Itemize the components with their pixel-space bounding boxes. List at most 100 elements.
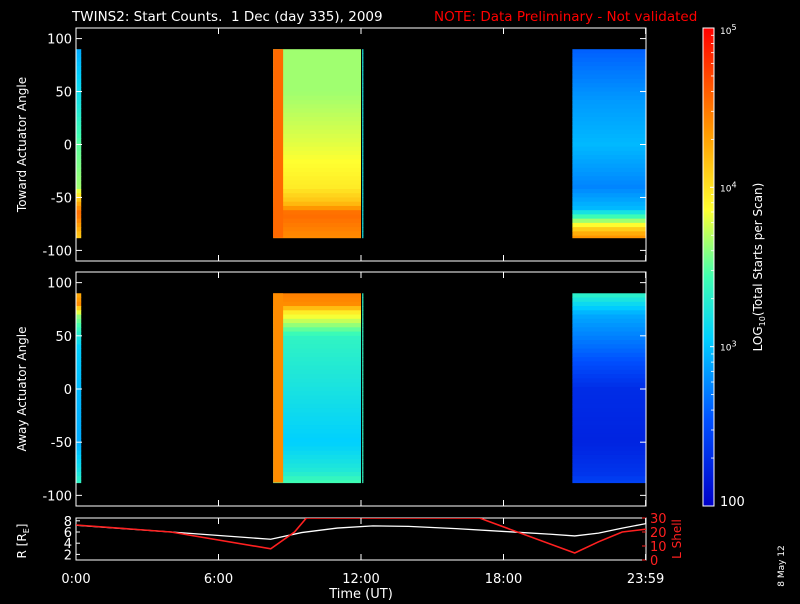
toward-heat-cell xyxy=(362,214,364,220)
away-heat-cell xyxy=(273,327,361,333)
away-heat-cell xyxy=(362,378,364,384)
away-heat-cell xyxy=(76,297,82,303)
away-heat-cell xyxy=(76,459,82,464)
colorbar-tick-label: 104 xyxy=(720,180,737,194)
date-stamp: 8 May 12 xyxy=(777,545,787,587)
away-heat-cell xyxy=(362,340,364,345)
away-heat-cell xyxy=(76,318,82,324)
toward-heat-cell xyxy=(273,146,361,152)
away-heat-cell xyxy=(273,344,361,350)
colorbar-frame xyxy=(702,27,715,507)
away-heat-cell xyxy=(362,331,364,337)
toward-heat-cell xyxy=(273,222,361,228)
away-data-block xyxy=(76,293,82,484)
lshell-ytick-label: 0 xyxy=(650,554,658,569)
colorbar-tick-label: 103 xyxy=(720,340,737,354)
toward-heat-cell xyxy=(362,197,364,203)
away-heat-cell xyxy=(572,454,646,460)
away-heat-cell xyxy=(273,306,361,311)
toward-heat-cell xyxy=(362,104,364,109)
toward-ytick-label: -50 xyxy=(51,191,72,206)
away-heat-cell xyxy=(76,310,82,316)
away-heat-cell xyxy=(572,357,646,362)
toward-heat-cell xyxy=(76,227,82,232)
toward-heat-cell xyxy=(362,78,364,84)
toward-heat-cell xyxy=(572,108,646,114)
away-heat-cell xyxy=(273,352,361,358)
time-tick-label: 18:00 xyxy=(485,572,522,587)
away-heat-cell xyxy=(76,395,82,401)
toward-heat-cell xyxy=(76,214,82,220)
away-heat-cell xyxy=(362,420,364,426)
away-data-block xyxy=(572,293,646,484)
colorbar-tick-label: 105 xyxy=(720,23,737,37)
away-heat-cell xyxy=(76,323,82,328)
toward-heat-cell xyxy=(362,167,364,173)
away-heat-cell xyxy=(362,437,364,443)
toward-heat-cell xyxy=(273,150,361,156)
away-heat-cell xyxy=(76,340,82,345)
away-heat-cell xyxy=(362,391,364,396)
away-heat-cell xyxy=(76,412,82,418)
away-heat-cell xyxy=(572,314,646,320)
away-heat-cell xyxy=(362,365,364,371)
away-heat-cell xyxy=(273,323,361,328)
toward-heat-cell xyxy=(572,112,646,118)
toward-data-block xyxy=(273,49,361,239)
toward-heat-cell xyxy=(76,180,82,186)
toward-heat-cell xyxy=(273,129,361,135)
toward-heat-cell xyxy=(572,66,646,71)
toward-data-block xyxy=(362,49,364,239)
toward-heat-cell xyxy=(76,70,82,76)
toward-heat-cell xyxy=(572,57,646,63)
away-heat-cell xyxy=(572,378,646,384)
away-heat-cell xyxy=(273,403,361,409)
away-heat-cell xyxy=(572,459,646,464)
toward-ytick-label: -100 xyxy=(42,244,72,259)
away-heat-cell xyxy=(362,471,364,477)
toward-heat-cell xyxy=(273,95,361,101)
preliminary-note: NOTE: Data Preliminary - Not validated xyxy=(434,9,697,25)
toward-heat-cell xyxy=(76,133,82,139)
toward-heat-cell xyxy=(572,53,646,59)
toward-heat-cell xyxy=(76,108,82,114)
toward-heat-cell xyxy=(572,133,646,139)
toward-heat-cell xyxy=(273,210,361,215)
away-heat-cell xyxy=(273,437,361,443)
toward-heat-cell xyxy=(572,70,646,76)
away-heat-cell xyxy=(273,450,361,456)
away-heat-cell xyxy=(76,420,82,426)
toward-heat-cell xyxy=(76,146,82,152)
away-heat-cell xyxy=(273,361,361,367)
toward-heat-cell xyxy=(572,210,646,215)
away-heat-cell xyxy=(76,344,82,350)
away-heat-cell xyxy=(572,374,646,379)
toward-heat-cell xyxy=(273,116,361,122)
toward-heat-cell xyxy=(76,49,82,54)
toward-heat-cell xyxy=(273,121,361,126)
toward-heat-cell xyxy=(76,231,82,237)
toward-angle-panel: 100 50 0 -50 -100 Toward Actuator Angle xyxy=(15,27,647,262)
away-heat-cell xyxy=(572,301,646,307)
toward-heat-cell xyxy=(362,193,364,198)
toward-heat-cell xyxy=(76,53,82,59)
away-heat-cell xyxy=(273,420,361,426)
time-tick-label: 6:00 xyxy=(204,572,233,587)
away-heat-cell xyxy=(572,408,646,413)
toward-heat-cell xyxy=(362,121,364,126)
toward-heat-cell xyxy=(76,201,82,207)
toward-heat-cell xyxy=(572,116,646,122)
away-heat-cell xyxy=(572,293,646,299)
toward-heat-cell xyxy=(273,57,361,63)
toward-heat-cell xyxy=(76,104,82,109)
away-heat-cell xyxy=(572,450,646,456)
toward-heat-cell xyxy=(76,210,82,215)
toward-heat-cell xyxy=(572,100,646,105)
toward-heat-cell xyxy=(273,197,361,203)
away-heat-cell xyxy=(572,327,646,333)
away-heat-cell xyxy=(362,459,364,464)
toward-heat-cell xyxy=(273,167,361,173)
colorbar-label: LOG10(Total Starts per Scan) xyxy=(751,183,767,352)
